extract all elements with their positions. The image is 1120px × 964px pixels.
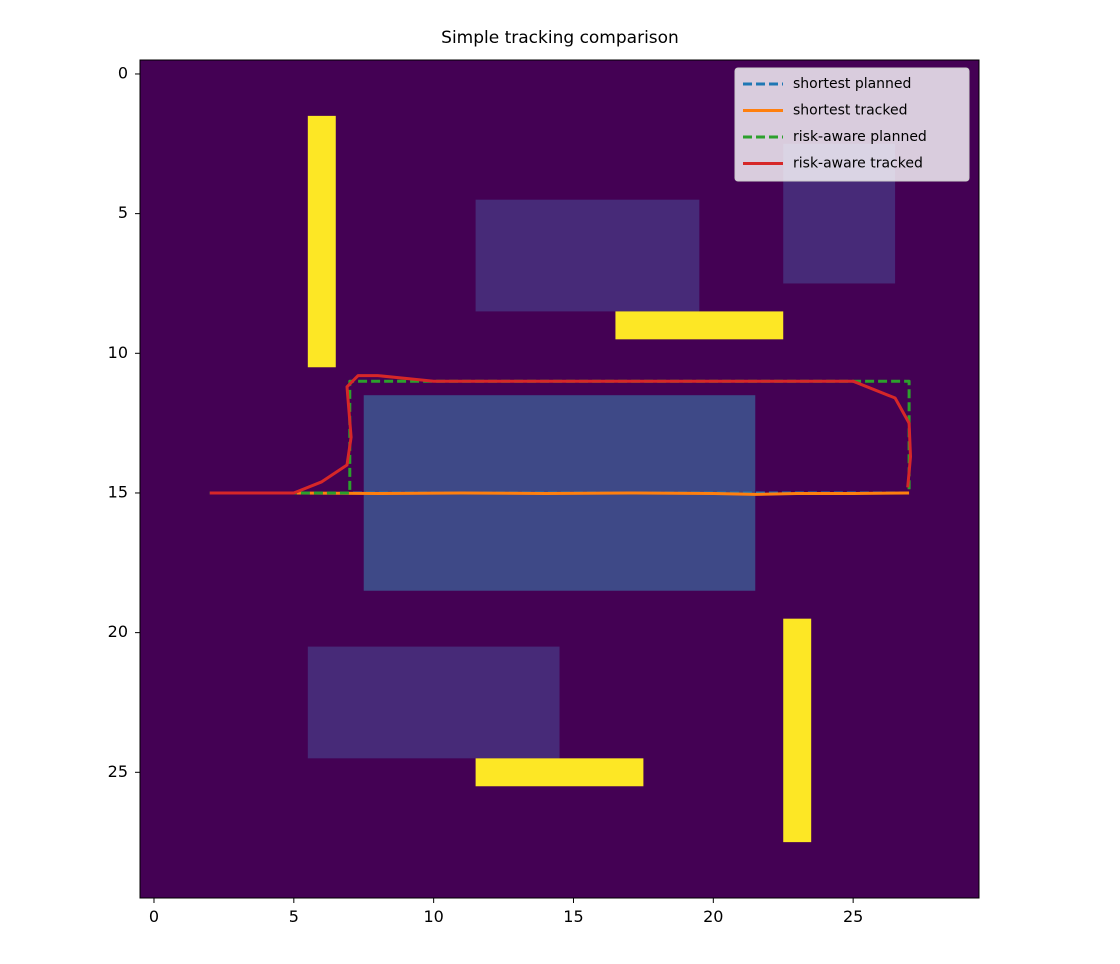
y-tick-label: 10 [108, 343, 128, 362]
y-tick-label: 25 [108, 762, 128, 781]
x-tick-label: 5 [289, 907, 299, 926]
y-tick-label: 0 [118, 63, 128, 82]
legend-label: shortest tracked [793, 103, 907, 119]
y-tick-label: 20 [108, 622, 128, 641]
chart-title: Simple tracking comparison [441, 28, 679, 48]
y-tick-label: 15 [108, 482, 128, 501]
legend-label: risk-aware tracked [793, 156, 923, 172]
legend-label: shortest planned [793, 76, 911, 92]
y-tick-label: 5 [118, 203, 128, 222]
x-tick-label: 20 [703, 907, 723, 926]
image [140, 60, 979, 898]
legend-box [734, 67, 970, 182]
region [615, 311, 784, 340]
series-line [209, 374, 912, 495]
axes: 0 5 10 15 20 25 0 5 10 15 20 25 [108, 59, 980, 926]
x-tick-label: 15 [563, 907, 583, 926]
region [307, 115, 336, 368]
paths [209, 374, 912, 496]
plot-frame [139, 59, 980, 899]
series-line [209, 491, 910, 496]
region [783, 618, 812, 843]
x-tick-label: 25 [843, 907, 863, 926]
region [475, 758, 644, 787]
series-line [209, 379, 911, 495]
region [475, 199, 700, 312]
legend: shortest planned shortest tracked risk-awa… [734, 67, 970, 182]
x-tick-label: 10 [423, 907, 443, 926]
legend-label: risk-aware planned [793, 129, 927, 145]
region [307, 646, 560, 759]
x-tick-label: 0 [149, 907, 159, 926]
